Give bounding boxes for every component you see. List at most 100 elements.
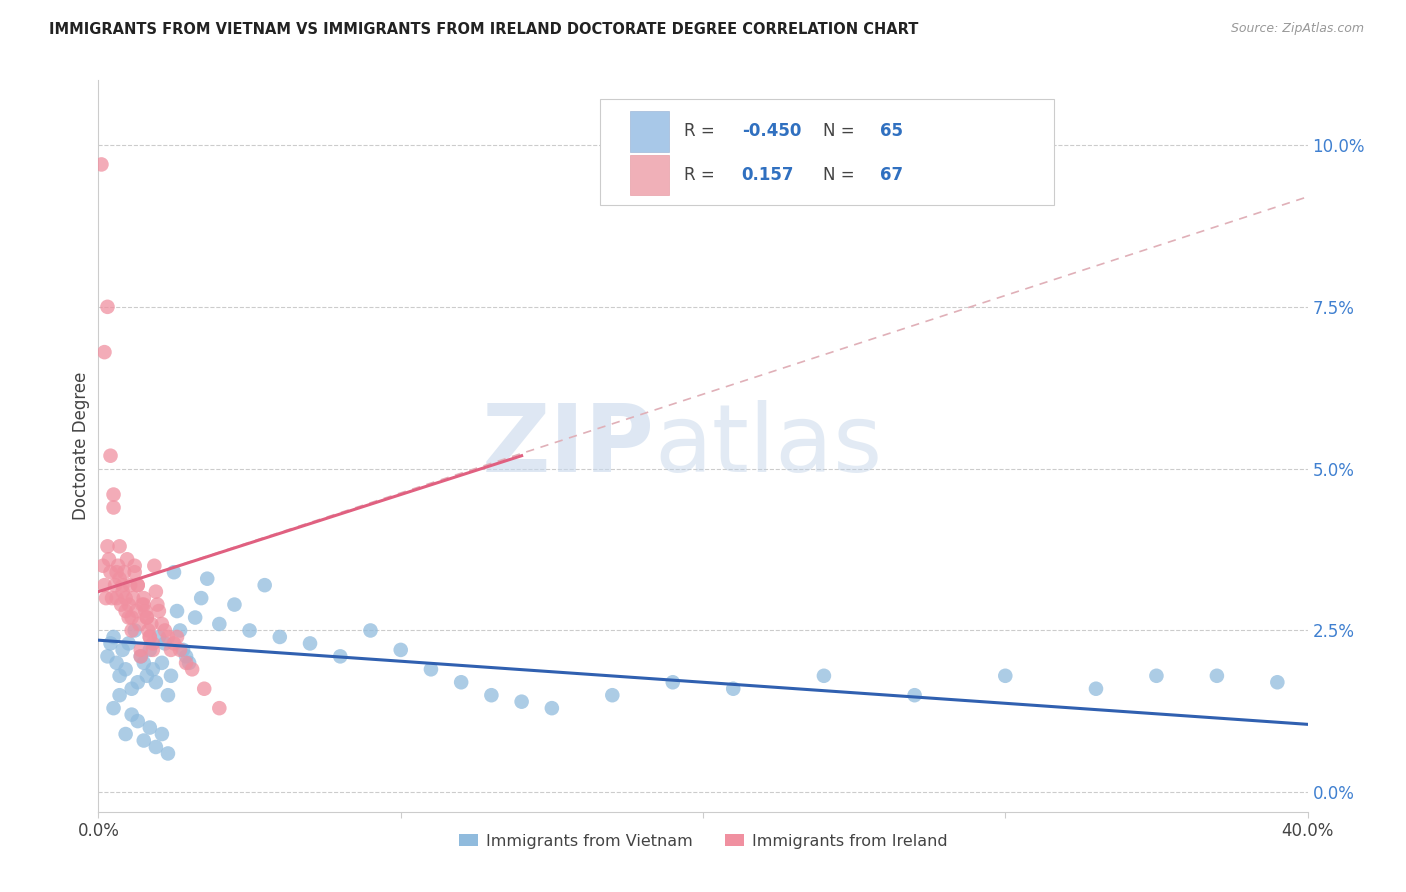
Point (121, 624, 143, 638)
Point (208, 701, 231, 715)
Point (124, 624, 146, 638)
Point (108, 688, 131, 702)
Point (94, 591, 117, 606)
Text: R =: R = (683, 122, 720, 140)
Bar (630, 155, 669, 195)
Point (723, 681, 745, 696)
Point (115, 552, 138, 566)
Point (127, 578, 149, 592)
Point (103, 701, 125, 715)
Point (181, 662, 204, 676)
Point (163, 566, 186, 580)
Point (100, 636, 122, 650)
Point (121, 707, 143, 722)
Point (166, 630, 188, 644)
Point (224, 598, 246, 612)
Point (299, 636, 322, 650)
Point (150, 617, 173, 632)
Point (96, 300, 118, 314)
Text: N =: N = (823, 167, 859, 185)
Point (103, 500, 125, 515)
Point (120, 578, 142, 592)
Point (166, 604, 188, 618)
Point (105, 591, 128, 606)
Point (143, 558, 166, 573)
Point (269, 630, 291, 644)
Point (118, 636, 141, 650)
Point (540, 701, 562, 715)
Point (136, 624, 159, 638)
Point (156, 630, 179, 644)
Point (96, 649, 118, 664)
Point (510, 695, 533, 709)
Point (105, 656, 128, 670)
Point (98, 552, 121, 566)
Point (179, 656, 201, 670)
Point (145, 675, 167, 690)
Point (114, 727, 136, 741)
Text: R =: R = (683, 167, 720, 185)
Point (114, 662, 136, 676)
Bar (630, 112, 669, 152)
Point (602, 688, 624, 702)
Point (127, 675, 149, 690)
Text: atlas: atlas (655, 400, 883, 492)
Point (1206, 669, 1229, 683)
Point (420, 662, 443, 676)
Point (148, 630, 170, 644)
Point (139, 643, 162, 657)
Point (142, 662, 165, 676)
Point (127, 578, 149, 592)
Text: 0.157: 0.157 (742, 167, 794, 185)
Text: Source: ZipAtlas.com: Source: ZipAtlas.com (1230, 22, 1364, 36)
Point (661, 675, 683, 690)
Point (129, 649, 152, 664)
Point (141, 617, 163, 632)
Text: ZIP: ZIP (482, 400, 655, 492)
Point (156, 747, 179, 761)
Point (128, 617, 150, 632)
Point (139, 630, 162, 644)
Point (114, 591, 136, 606)
Point (100, 566, 122, 580)
Point (124, 566, 146, 580)
FancyBboxPatch shape (600, 99, 1053, 204)
Point (100, 449, 122, 463)
Point (127, 714, 149, 728)
Text: 65: 65 (880, 122, 903, 140)
Point (118, 598, 141, 612)
Point (132, 733, 155, 747)
Text: 67: 67 (880, 167, 903, 185)
Point (118, 610, 141, 624)
Point (174, 656, 197, 670)
Point (135, 610, 157, 624)
Point (150, 656, 173, 670)
Text: N =: N = (823, 122, 859, 140)
Point (135, 610, 157, 624)
Point (150, 727, 173, 741)
Point (103, 487, 125, 501)
Point (153, 636, 176, 650)
Point (148, 604, 170, 618)
Point (160, 643, 183, 657)
Point (101, 591, 124, 606)
Point (129, 643, 152, 657)
Point (104, 578, 127, 592)
Point (253, 578, 276, 592)
Point (450, 675, 472, 690)
Point (91, 558, 114, 573)
Point (1146, 669, 1168, 683)
Point (172, 643, 194, 657)
Point (93, 578, 115, 592)
Point (96, 539, 118, 553)
Point (146, 598, 169, 612)
Point (111, 578, 134, 592)
Point (129, 649, 152, 664)
Point (124, 558, 146, 573)
Y-axis label: Doctorate Degree: Doctorate Degree (72, 372, 90, 520)
Point (112, 566, 135, 580)
Point (481, 688, 503, 702)
Point (93, 345, 115, 359)
Point (813, 669, 835, 683)
Text: IMMIGRANTS FROM VIETNAM VS IMMIGRANTS FROM IRELAND DOCTORATE DEGREE CORRELATION : IMMIGRANTS FROM VIETNAM VS IMMIGRANTS FR… (49, 22, 918, 37)
